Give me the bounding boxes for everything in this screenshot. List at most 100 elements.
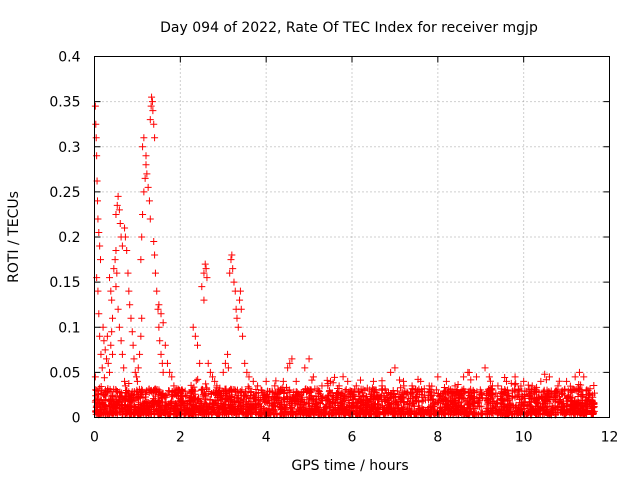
data-point xyxy=(128,328,136,336)
data-point xyxy=(541,370,549,378)
data-point xyxy=(477,402,485,410)
x-tick-label: 2 xyxy=(176,430,185,446)
data-point xyxy=(493,399,501,407)
data-point xyxy=(136,393,144,401)
data-point xyxy=(168,373,176,381)
data-point xyxy=(250,394,258,402)
data-point xyxy=(98,364,106,372)
data-point xyxy=(109,314,117,322)
data-point xyxy=(129,341,137,349)
data-point xyxy=(136,350,144,358)
data-point xyxy=(97,383,105,391)
data-point xyxy=(298,393,306,401)
data-point xyxy=(245,373,253,381)
data-point xyxy=(584,386,592,394)
data-point xyxy=(107,341,115,349)
data-point xyxy=(325,410,333,418)
chart-title: Day 094 of 2022, Rate Of TEC Index for r… xyxy=(160,20,538,36)
data-point xyxy=(472,373,480,381)
data-point xyxy=(220,407,228,415)
data-point xyxy=(94,197,102,205)
data-point xyxy=(112,386,120,394)
data-point xyxy=(115,323,123,331)
data-point xyxy=(224,350,232,358)
data-point xyxy=(172,400,180,408)
data-point xyxy=(555,377,563,385)
data-point xyxy=(94,400,102,408)
data-point xyxy=(277,386,285,394)
data-point xyxy=(467,376,475,384)
data-point xyxy=(352,382,360,390)
data-point xyxy=(540,403,548,411)
data-point xyxy=(139,210,147,218)
data-point xyxy=(271,389,279,397)
data-point xyxy=(463,400,471,408)
data-point xyxy=(542,376,550,384)
data-point xyxy=(232,388,240,396)
data-point xyxy=(95,310,103,318)
data-point xyxy=(280,394,288,402)
data-point xyxy=(204,407,212,415)
data-point xyxy=(455,391,463,399)
data-point xyxy=(118,242,126,250)
data-point xyxy=(498,388,506,396)
data-point xyxy=(94,387,102,395)
data-point xyxy=(222,387,230,395)
data-point xyxy=(202,265,210,273)
data-point xyxy=(412,394,420,402)
data-point xyxy=(130,355,138,363)
data-point xyxy=(334,393,342,401)
data-point xyxy=(271,399,279,407)
data-point xyxy=(208,411,216,419)
data-point xyxy=(128,392,136,400)
data-point xyxy=(484,405,492,413)
data-point xyxy=(140,134,148,142)
data-point xyxy=(419,396,427,404)
data-point xyxy=(270,392,278,400)
data-point xyxy=(157,350,165,358)
data-point xyxy=(444,397,452,405)
data-point xyxy=(209,373,217,381)
data-point xyxy=(161,341,169,349)
data-point xyxy=(100,374,108,382)
data-point xyxy=(170,382,178,390)
data-point xyxy=(213,382,221,390)
data-point xyxy=(564,392,572,400)
data-point xyxy=(187,393,195,401)
data-point xyxy=(281,409,289,417)
data-point xyxy=(115,206,123,214)
data-point xyxy=(101,346,109,354)
data-point xyxy=(199,403,207,411)
data-point xyxy=(566,407,574,415)
data-point xyxy=(230,278,238,286)
data-point xyxy=(133,373,141,381)
data-point xyxy=(106,368,114,376)
data-point xyxy=(494,382,502,390)
data-point xyxy=(327,377,335,385)
data-point xyxy=(547,387,555,395)
data-point xyxy=(531,394,539,402)
data-point xyxy=(301,408,309,416)
data-point xyxy=(330,398,338,406)
data-point xyxy=(268,388,276,396)
data-point xyxy=(467,385,475,393)
data-point xyxy=(264,408,272,416)
data-point xyxy=(149,401,157,409)
data-point xyxy=(581,398,589,406)
data-point xyxy=(581,410,589,418)
data-point xyxy=(563,377,571,385)
data-point xyxy=(247,388,255,396)
data-point xyxy=(156,400,164,408)
data-point xyxy=(243,401,251,409)
data-point xyxy=(272,406,280,414)
y-tick-label: 0.1 xyxy=(58,320,80,336)
data-point xyxy=(409,399,417,407)
data-point xyxy=(236,287,244,295)
data-point xyxy=(244,383,252,391)
data-point xyxy=(314,389,322,397)
data-point xyxy=(532,398,540,406)
data-point xyxy=(198,283,206,291)
data-point xyxy=(148,93,156,101)
data-point xyxy=(590,381,598,389)
data-point xyxy=(344,377,352,385)
